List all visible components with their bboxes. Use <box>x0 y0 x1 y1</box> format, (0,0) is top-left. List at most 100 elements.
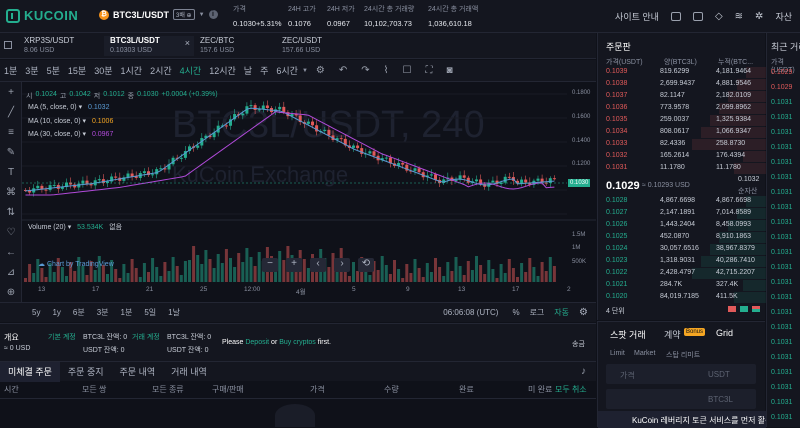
compare-icon[interactable]: ☐ <box>402 65 412 76</box>
scroll-right-button[interactable]: › <box>334 258 350 272</box>
tab-xrp3s[interactable]: XRP3S/USDT 8.06 USD <box>18 36 108 56</box>
calendar-icon[interactable] <box>692 12 703 21</box>
indicator-icon[interactable]: ⌇ <box>383 65 389 76</box>
bid-row[interactable]: 0.1025 452.0870 8,910.1863 <box>598 232 766 243</box>
bell-icon[interactable]: ♪ <box>581 366 586 377</box>
tab-zec-btc[interactable]: ZEC/BTC 157.6 USD <box>194 36 284 56</box>
chevron-down-icon[interactable]: ▼ <box>301 67 308 74</box>
market-tab[interactable]: Market <box>634 350 656 357</box>
kucoin-logo[interactable]: KUCOIN <box>6 8 78 23</box>
undo-icon[interactable]: ↶ <box>338 65 348 76</box>
price-chart[interactable]: BTC3L/USDT, 240 KuCoin Exchange 0.1800 0… <box>22 82 596 322</box>
auto-toggle[interactable]: 자동 <box>554 308 570 317</box>
percent-toggle[interactable]: % <box>512 308 520 317</box>
depth-selector[interactable]: 4 단위 <box>606 308 625 315</box>
asset-link[interactable]: 자산 <box>775 12 792 22</box>
ruler-icon[interactable]: ⊿ <box>6 267 16 278</box>
heart-icon[interactable]: ♡ <box>6 227 16 238</box>
crosshair-icon[interactable]: + <box>8 87 14 98</box>
tf-day[interactable]: 날 <box>243 66 253 76</box>
range-1y[interactable]: 1y <box>52 308 61 317</box>
tf-1h[interactable]: 1시간 <box>120 66 143 76</box>
buy-view-icon[interactable] <box>740 306 748 312</box>
redo-icon[interactable]: ↷ <box>361 65 370 76</box>
trade-account-link[interactable]: 거래 계정 <box>132 334 160 341</box>
zoom-in-icon[interactable]: ⊕ <box>6 287 16 298</box>
tf-week[interactable]: 주 <box>260 66 269 76</box>
ma5-legend[interactable]: MA (5, close, 0) ▾ 0.1032 <box>28 104 110 111</box>
fullscreen-icon[interactable]: ⛶ <box>425 65 433 76</box>
tab-open-orders[interactable]: 미체결 주문 <box>0 361 60 382</box>
bid-row[interactable]: 0.1023 1,318.9031 40,286.7410 <box>598 256 766 267</box>
bid-row[interactable]: 0.1026 1,443.2404 8,458.0993 <box>598 220 766 231</box>
col-all-types[interactable]: 모든 종류 <box>152 385 184 394</box>
prediction-icon[interactable]: ⇅ <box>6 207 16 218</box>
tab-grid[interactable]: Grid <box>716 328 734 338</box>
deposit-link[interactable]: Deposit <box>245 339 270 346</box>
bid-row[interactable]: 0.1028 4,867.6698 4,867.6698 <box>598 196 766 207</box>
tf-5m[interactable]: 5분 <box>46 66 60 76</box>
sell-view-icon[interactable] <box>728 306 736 312</box>
limit-tab[interactable]: Limit <box>610 350 625 357</box>
ask-row[interactable]: 0.1038 2,699.9437 4,881.9546 <box>598 79 766 90</box>
bid-row[interactable]: 0.1024 30,057.6516 38,967.8379 <box>598 244 766 255</box>
brush-icon[interactable]: ✎ <box>6 147 16 158</box>
bid-row[interactable]: 0.1022 2,428.4797 42,715.2207 <box>598 268 766 279</box>
tf-2h[interactable]: 2시간 <box>150 66 172 76</box>
camera-icon[interactable]: ◙ <box>446 65 453 76</box>
ask-row[interactable]: 0.1031 11.1780 11.1780 <box>598 163 766 174</box>
gear-icon[interactable]: ✲ <box>755 11 764 22</box>
col-all-pairs[interactable]: 모든 쌍 <box>82 385 107 394</box>
range-3m[interactable]: 3분 <box>96 308 109 317</box>
basic-account-link[interactable]: 기본 계정 <box>48 334 76 341</box>
ask-row[interactable]: 0.1032 165.2614 176.4394 <box>598 151 766 162</box>
pair-selector[interactable]: ₿ BTC3L/USDT 3배 ⊕ ▼ i <box>99 9 218 20</box>
trendline-icon[interactable]: ╱ <box>7 107 15 118</box>
cancel-all-button[interactable]: 모두 취소 <box>555 385 587 394</box>
text-icon[interactable]: T <box>7 167 15 178</box>
bid-row[interactable]: 0.1020 84,019.7185 411.5K <box>598 292 766 303</box>
tab-contract[interactable]: 계약 <box>664 330 681 340</box>
buy-crypto-link[interactable]: Buy cryptos <box>279 339 316 346</box>
tf-4h[interactable]: 4시간 <box>179 66 202 76</box>
ma10-legend[interactable]: MA (10, close, 0) ▾ 0.1006 <box>28 118 114 125</box>
range-1m[interactable]: 1분 <box>120 308 133 317</box>
site-guide-link[interactable]: 사이트 안내 <box>615 12 659 22</box>
stop-limit-tab[interactable]: 스탑 리미트 <box>666 352 701 359</box>
pattern-icon[interactable]: ⌘ <box>6 187 16 198</box>
tab-spot[interactable]: 스팟 거래 <box>610 330 646 340</box>
scroll-left-button[interactable]: ‹ <box>310 258 326 272</box>
ask-row[interactable]: 0.1037 82.1147 2,182.0109 <box>598 91 766 102</box>
range-5d[interactable]: 5일 <box>144 308 157 317</box>
zoom-in-button[interactable]: + <box>286 258 302 272</box>
transfer-button[interactable]: 송금 <box>572 341 585 348</box>
grid-icon[interactable] <box>4 41 12 49</box>
tf-15m[interactable]: 15분 <box>67 66 87 76</box>
settings-icon[interactable]: ◇ <box>714 11 723 22</box>
ma30-legend[interactable]: MA (30, close, 0) ▾ 0.0967 <box>28 131 114 138</box>
ask-row[interactable]: 0.1039 819.6299 4,181.9464 <box>598 67 766 78</box>
tf-6h[interactable]: 6시간 <box>276 66 298 76</box>
tab-order-history[interactable]: 주문 내역 <box>119 366 156 377</box>
activation-notice[interactable]: KuCoin 레버리지 토큰 서비스를 먼저 활성화하 <box>598 411 766 428</box>
fib-icon[interactable]: ≡ <box>8 127 14 138</box>
tab-zec-usdt[interactable]: ZEC/USDT 157.66 USD <box>276 36 366 56</box>
ask-row[interactable]: 0.1036 773.9578 2,099.8962 <box>598 103 766 114</box>
arrow-left-icon[interactable]: ← <box>6 247 16 258</box>
tab-stop-orders[interactable]: 주문 중지 <box>67 366 104 377</box>
zoom-out-button[interactable]: − <box>262 258 278 272</box>
log-toggle[interactable]: 로그 <box>529 308 545 317</box>
amount-input[interactable]: BTC3L <box>606 389 756 409</box>
ask-row[interactable]: 0.1035 259.0037 1,325.9384 <box>598 115 766 126</box>
tradingview-badge[interactable]: ☁ Chart by TradingView <box>38 260 114 268</box>
both-view-icon[interactable] <box>752 306 760 312</box>
tf-12h[interactable]: 12시간 <box>209 66 236 76</box>
volume-legend[interactable]: Volume (20) ▾ 53.534K 없음 <box>28 224 123 231</box>
wifi-icon[interactable]: ≋ <box>734 11 744 22</box>
tab-btc3l[interactable]: BTC3L/USDT 0.10303 USD × <box>104 36 194 56</box>
gear-icon[interactable]: ⚙ <box>579 307 588 318</box>
range-1d[interactable]: 1날 <box>168 308 180 317</box>
tf-3m[interactable]: 3분 <box>25 66 39 76</box>
store-icon[interactable] <box>670 12 681 21</box>
ask-row[interactable]: 0.1034 808.0617 1,066.9347 <box>598 127 766 138</box>
